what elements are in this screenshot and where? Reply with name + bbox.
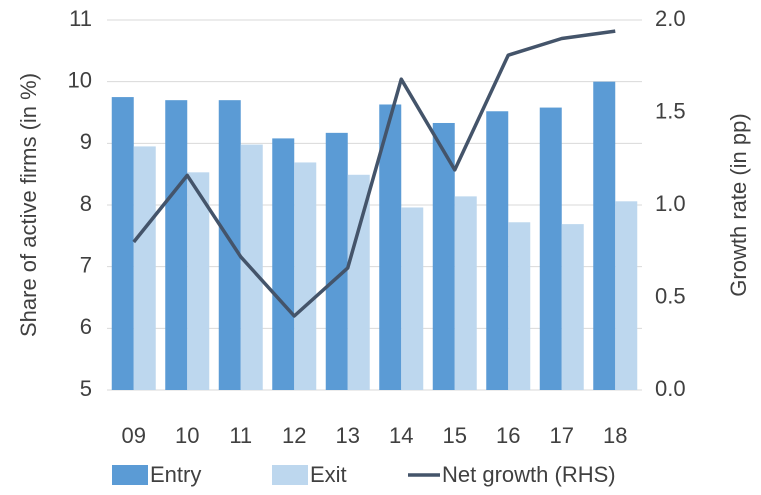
y2-tick-label: 1.5 xyxy=(655,98,686,123)
y-tick-label: 10 xyxy=(68,67,92,92)
bar xyxy=(133,146,156,390)
y-tick-label: 11 xyxy=(69,6,92,31)
x-tick-label: 17 xyxy=(550,423,574,448)
bar xyxy=(187,172,210,390)
bar xyxy=(508,222,531,390)
y2-tick-label: 0.0 xyxy=(655,376,686,401)
legend-label: Net growth (RHS) xyxy=(442,462,616,487)
legend-swatch xyxy=(112,465,148,485)
legend-swatch xyxy=(272,465,308,485)
y-tick-label: 7 xyxy=(80,252,92,277)
x-tick-label: 10 xyxy=(175,423,199,448)
bar xyxy=(401,207,424,390)
bar xyxy=(347,174,370,390)
x-tick-label: 15 xyxy=(443,423,467,448)
bar xyxy=(379,104,402,390)
bar xyxy=(165,100,188,391)
y-tick-label: 6 xyxy=(80,314,92,339)
x-tick-label: 14 xyxy=(389,423,413,448)
y2-tick-label: 2.0 xyxy=(655,6,686,31)
bar xyxy=(294,162,317,390)
bar xyxy=(325,132,348,390)
legend-label: Exit xyxy=(310,462,347,487)
x-tick-label: 16 xyxy=(496,423,520,448)
x-tick-label: 11 xyxy=(229,423,252,448)
y-tick-label: 9 xyxy=(80,129,92,154)
bar xyxy=(432,122,455,390)
bar xyxy=(486,111,509,391)
bar xyxy=(593,81,616,391)
legend-label: Entry xyxy=(150,462,201,487)
y-tick-label: 8 xyxy=(80,191,92,216)
bar xyxy=(218,100,241,391)
y-axis-title: Share of active firms (in %) xyxy=(16,73,41,337)
bar xyxy=(615,201,638,390)
bar xyxy=(272,138,295,390)
x-tick-label: 12 xyxy=(282,423,306,448)
bar xyxy=(539,107,562,391)
bar xyxy=(454,196,477,390)
x-tick-label: 09 xyxy=(122,423,146,448)
x-tick-label: 18 xyxy=(603,423,627,448)
y-tick-label: 5 xyxy=(80,376,92,401)
bar xyxy=(561,224,584,390)
line xyxy=(132,29,616,318)
bar xyxy=(111,97,134,390)
y2-axis-title: Growth rate (in pp) xyxy=(726,113,751,296)
y2-tick-label: 1.0 xyxy=(655,191,686,216)
x-tick-label: 13 xyxy=(336,423,360,448)
y2-tick-label: 0.5 xyxy=(655,283,686,308)
